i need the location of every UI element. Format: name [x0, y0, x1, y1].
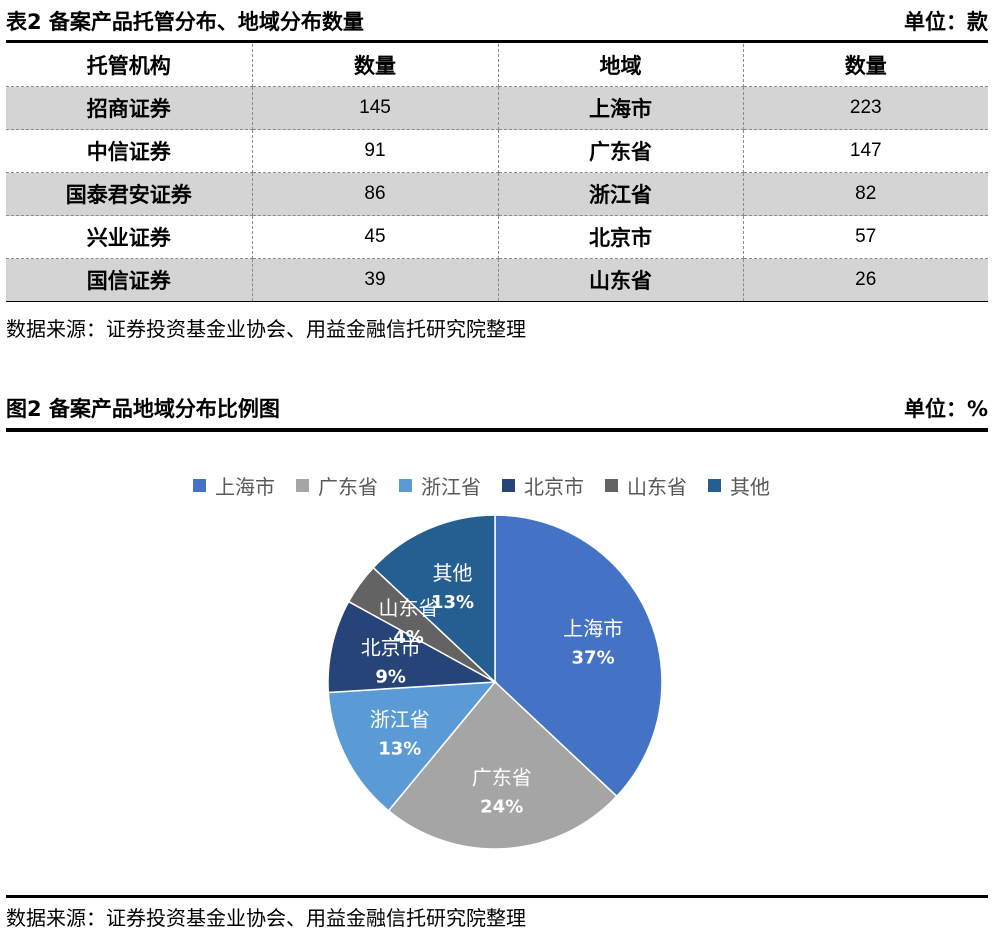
- count-cell: 86: [252, 172, 499, 216]
- region-cell: 浙江省: [498, 172, 744, 216]
- header-custodian: 托管机构: [6, 44, 253, 87]
- legend-swatch: [193, 479, 206, 492]
- legend-swatch: [399, 479, 412, 492]
- table-source-note: 数据来源：证券投资基金业协会、用益金融信托研究院整理: [6, 317, 526, 341]
- legend-swatch: [502, 479, 515, 492]
- region-cell: 山东省: [498, 258, 744, 302]
- pie-slice: [327, 600, 498, 694]
- legend-label: 北京市: [524, 475, 584, 499]
- count-cell: 223: [743, 86, 988, 130]
- header-count: 数量: [252, 44, 499, 87]
- header-count: 数量: [743, 44, 988, 87]
- figure-top-rule: [6, 428, 988, 432]
- pie-labels: 上海市 37% 广东省 24% 浙江省 13% 北京市 9%山东省 4%其他 13%: [361, 561, 623, 818]
- legend-label: 山东省: [627, 475, 687, 499]
- custodian-cell: 国信证券: [6, 258, 253, 302]
- table-title: 表2 备案产品托管分布、地域分布数量: [6, 10, 364, 34]
- table-row: 国泰君安证券 86 浙江省 82: [6, 172, 988, 216]
- legend-swatch: [708, 479, 721, 492]
- pie-data-label: 山东省 4%: [379, 596, 439, 648]
- legend-label: 浙江省: [421, 475, 481, 499]
- pie-data-label: 浙江省 13%: [370, 708, 430, 760]
- pie-slices: [327, 514, 663, 850]
- region-cell: 上海市: [498, 86, 744, 130]
- pie-slice: [387, 680, 618, 850]
- count-cell: 26: [743, 258, 988, 302]
- custodian-cell: 中信证券: [6, 129, 253, 173]
- pie-data-label: 广东省 24%: [472, 766, 532, 818]
- count-cell: 57: [743, 215, 988, 259]
- custody-region-table: 托管机构 数量 地域 数量 招商证券 145 上海市 223 中信证券 91 广…: [6, 44, 988, 302]
- legend-swatch: [605, 479, 618, 492]
- pie-data-label: 其他 13%: [431, 561, 474, 613]
- figure-unit: 单位：%: [903, 397, 988, 421]
- table-row: 国信证券 39 山东省 26: [6, 258, 988, 302]
- table-header-row: 托管机构 数量 地域 数量: [6, 44, 988, 87]
- count-cell: 145: [252, 86, 499, 130]
- custodian-cell: 国泰君安证券: [6, 172, 253, 216]
- count-cell: 39: [252, 258, 499, 302]
- count-cell: 45: [252, 215, 499, 259]
- table-unit: 单位：款: [904, 10, 988, 34]
- region-cell: 广东省: [498, 129, 744, 173]
- pie-slice: [494, 514, 663, 798]
- table-top-rule: [6, 40, 988, 43]
- table-row: 招商证券 145 上海市 223: [6, 86, 988, 130]
- figure-title: 图2 备案产品地域分布比例图: [6, 397, 280, 421]
- custodian-cell: 招商证券: [6, 86, 253, 130]
- pie-slice: [327, 681, 497, 812]
- count-cell: 147: [743, 129, 988, 173]
- header-region: 地域: [498, 44, 744, 87]
- custodian-cell: 兴业证券: [6, 215, 253, 259]
- figure-bottom-rule: [6, 895, 988, 898]
- table-row: 中信证券 91 广东省 147: [6, 129, 988, 173]
- pie-data-label: 上海市 37%: [563, 617, 623, 669]
- count-cell: 91: [252, 129, 499, 173]
- pie-slice: [372, 514, 496, 684]
- legend-label: 其他: [730, 475, 770, 499]
- region-pie-chart: 上海市 广东省 浙江省 北京市 山东省 其他 上海市 37% 广东省 24% 浙江省 13% 北京市 9…: [193, 475, 770, 850]
- legend-label: 广东省: [318, 475, 378, 499]
- pie-data-label: 北京市 9%: [361, 636, 421, 688]
- legend-label: 上海市: [215, 475, 275, 499]
- legend-swatch: [296, 479, 309, 492]
- region-cell: 北京市: [498, 215, 744, 259]
- chart-legend: 上海市 广东省 浙江省 北京市 山东省 其他: [193, 475, 770, 499]
- table-row: 兴业证券 45 北京市 57: [6, 215, 988, 259]
- count-cell: 82: [743, 172, 988, 216]
- figure-caption: 图2 备案产品地域分布比例图 单位：%: [6, 390, 988, 426]
- table-caption: 表2 备案产品托管分布、地域分布数量 单位：款: [6, 3, 988, 39]
- figure-source-note: 数据来源：证券投资基金业协会、用益金融信托研究院整理: [6, 906, 526, 930]
